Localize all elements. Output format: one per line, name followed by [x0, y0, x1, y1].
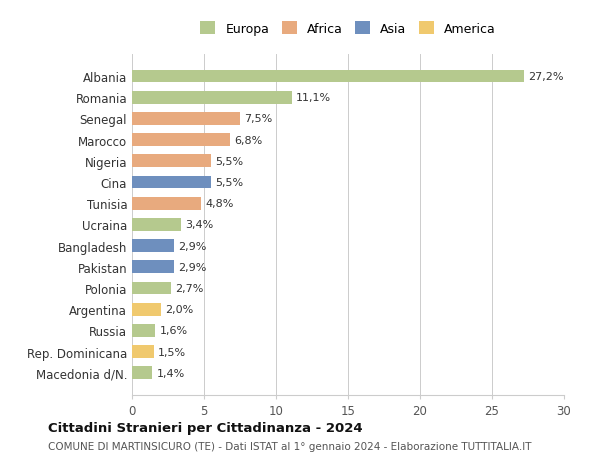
Bar: [132, 346, 154, 358]
Bar: [132, 240, 174, 252]
Legend: Europa, Africa, Asia, America: Europa, Africa, Asia, America: [196, 17, 500, 41]
Text: 2,9%: 2,9%: [178, 241, 206, 251]
Text: 5,5%: 5,5%: [215, 157, 244, 167]
Text: 2,0%: 2,0%: [165, 304, 193, 314]
Text: 7,5%: 7,5%: [244, 114, 272, 124]
Bar: [132, 113, 240, 125]
Text: COMUNE DI MARTINSICURO (TE) - Dati ISTAT al 1° gennaio 2024 - Elaborazione TUTTI: COMUNE DI MARTINSICURO (TE) - Dati ISTAT…: [48, 441, 532, 451]
Bar: [132, 367, 152, 379]
Bar: [132, 303, 161, 316]
Bar: [132, 92, 292, 104]
Bar: [132, 325, 155, 337]
Bar: [132, 155, 211, 168]
Bar: [132, 218, 181, 231]
Text: 2,7%: 2,7%: [175, 283, 203, 293]
Text: 1,4%: 1,4%: [157, 368, 185, 378]
Bar: [132, 282, 171, 295]
Text: Cittadini Stranieri per Cittadinanza - 2024: Cittadini Stranieri per Cittadinanza - 2…: [48, 421, 362, 434]
Bar: [132, 71, 524, 83]
Text: 11,1%: 11,1%: [296, 93, 331, 103]
Text: 2,9%: 2,9%: [178, 262, 206, 272]
Text: 27,2%: 27,2%: [528, 72, 563, 82]
Text: 3,4%: 3,4%: [185, 220, 214, 230]
Bar: [132, 197, 201, 210]
Text: 4,8%: 4,8%: [205, 199, 234, 209]
Text: 6,8%: 6,8%: [234, 135, 262, 146]
Bar: [132, 134, 230, 147]
Text: 1,5%: 1,5%: [158, 347, 186, 357]
Bar: [132, 261, 174, 274]
Text: 5,5%: 5,5%: [215, 178, 244, 188]
Text: 1,6%: 1,6%: [160, 326, 187, 336]
Bar: [132, 176, 211, 189]
